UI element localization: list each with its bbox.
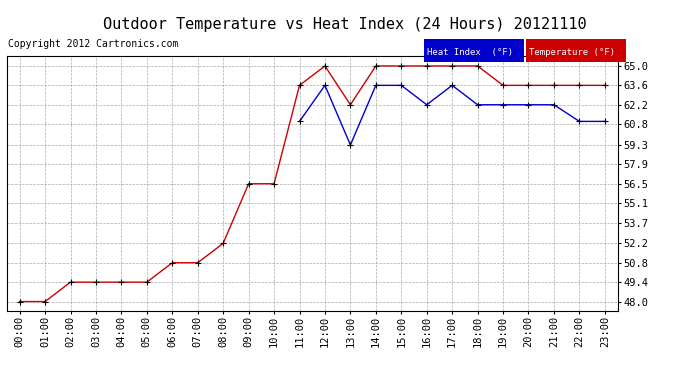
Text: Copyright 2012 Cartronics.com: Copyright 2012 Cartronics.com <box>8 39 179 50</box>
Text: Temperature (°F): Temperature (°F) <box>529 48 615 57</box>
Text: Heat Index  (°F): Heat Index (°F) <box>427 48 513 57</box>
Text: Outdoor Temperature vs Heat Index (24 Hours) 20121110: Outdoor Temperature vs Heat Index (24 Ho… <box>104 17 586 32</box>
